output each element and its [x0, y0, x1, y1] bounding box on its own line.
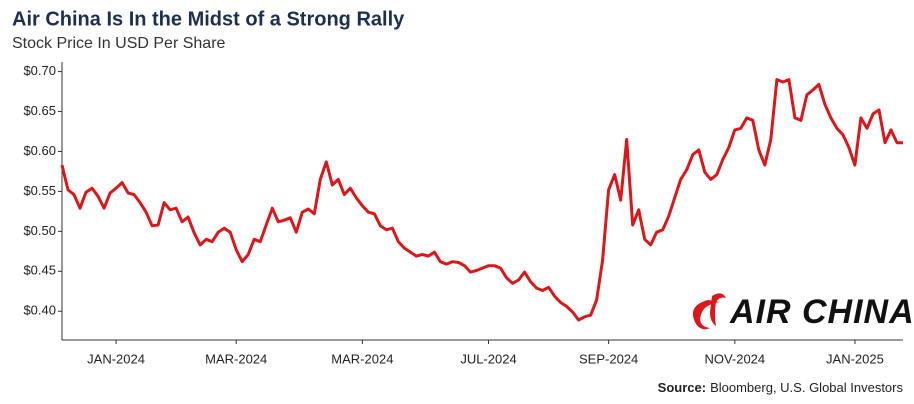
logo-mark: [692, 300, 720, 330]
y-tick-label: $0.70: [23, 63, 56, 78]
y-tick-label: $0.55: [23, 183, 56, 198]
y-tick-label: $0.50: [23, 223, 56, 238]
source-text: Bloomberg, U.S. Global Investors: [710, 380, 903, 395]
y-tick-label: $0.40: [23, 303, 56, 318]
x-tick-label: MAR-2024: [331, 351, 393, 366]
chart-title: Air China Is In the Midst of a Strong Ra…: [12, 8, 405, 30]
x-tick-label: SEP-2024: [579, 351, 638, 366]
x-tick-label: JAN-2024: [87, 351, 145, 366]
x-tick-label: MAR-2024: [205, 351, 267, 366]
source: Source: Bloomberg, U.S. Global Investors: [658, 380, 904, 395]
y-tick-label: $0.60: [23, 143, 56, 158]
x-tick-label: JUL-2024: [460, 351, 516, 366]
y-tick-label: $0.45: [23, 263, 56, 278]
logo: AIR CHINA: [692, 293, 914, 331]
logo-text: AIR CHINA: [729, 293, 914, 331]
source-label: Source:: [658, 380, 706, 395]
chart-subtitle: Stock Price In USD Per Share: [12, 35, 226, 52]
logo-mark: [710, 293, 726, 326]
x-tick-label: NOV-2024: [704, 351, 765, 366]
x-tick-label: JAN-2025: [826, 351, 884, 366]
y-tick-label: $0.65: [23, 103, 56, 118]
price-line: [60, 78, 903, 322]
